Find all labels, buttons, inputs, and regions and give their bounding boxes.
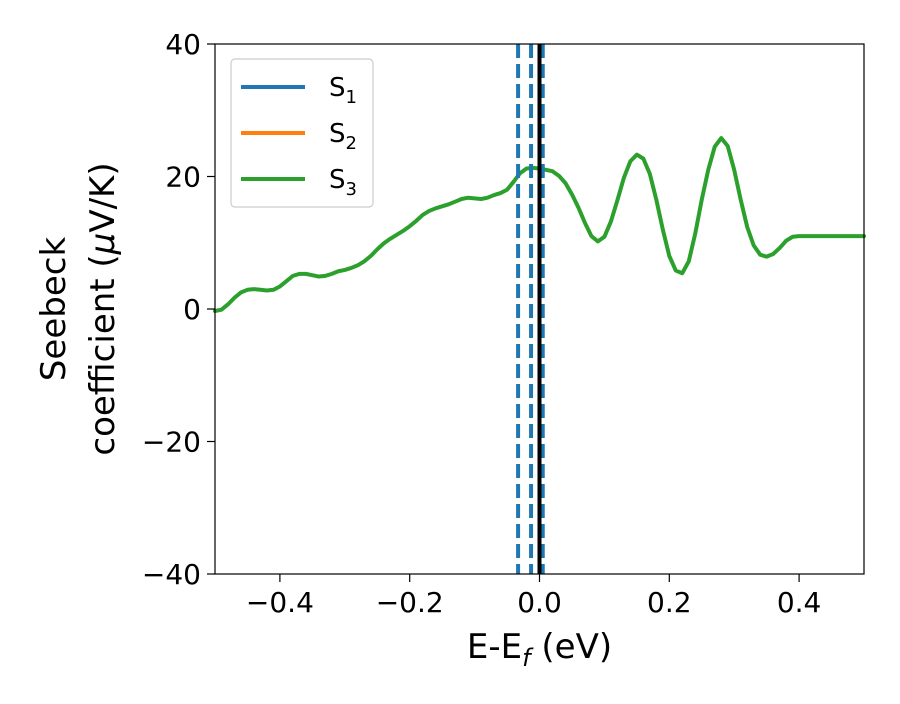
- x-tick-label: −0.2: [376, 586, 444, 619]
- x-axis-label: E-Ef (eV): [467, 627, 612, 672]
- x-tick-label: 0.4: [777, 586, 822, 619]
- x-tick-label: 0.2: [647, 586, 692, 619]
- legend-label-2: S2: [329, 119, 357, 154]
- y-tick-label: 20: [165, 161, 201, 194]
- x-axis-label-main: E-E: [467, 627, 522, 667]
- vertical-lines-layer: [516, 44, 545, 574]
- x-axis: −0.4 −0.2 0.0 0.2 0.4: [246, 574, 821, 619]
- x-axis-label-suffix: (eV): [531, 627, 613, 667]
- legend-label-1: S1: [329, 73, 357, 108]
- legend: S1 S2 S3: [230, 58, 374, 208]
- x-tick-label: −0.4: [246, 586, 314, 619]
- y-axis-label-suffix: V/K): [83, 162, 123, 232]
- y-axis-label-line2: coefficient (μV/K): [83, 162, 123, 455]
- y-tick-label: 40: [165, 28, 201, 61]
- y-tick-label: −20: [142, 426, 201, 459]
- y-axis-label-line1: Seebeck: [34, 237, 74, 382]
- y-axis: −40 −20 0 20 40: [142, 28, 215, 591]
- y-tick-label: −40: [142, 558, 201, 591]
- legend-items: S1 S2 S3: [241, 73, 357, 200]
- y-tick-label: 0: [183, 293, 201, 326]
- y-axis-label-mu: μ: [83, 233, 123, 256]
- x-tick-label: 0.0: [517, 586, 562, 619]
- legend-label-3: S3: [329, 165, 357, 200]
- y-axis-label-prefix: coefficient (: [83, 254, 123, 455]
